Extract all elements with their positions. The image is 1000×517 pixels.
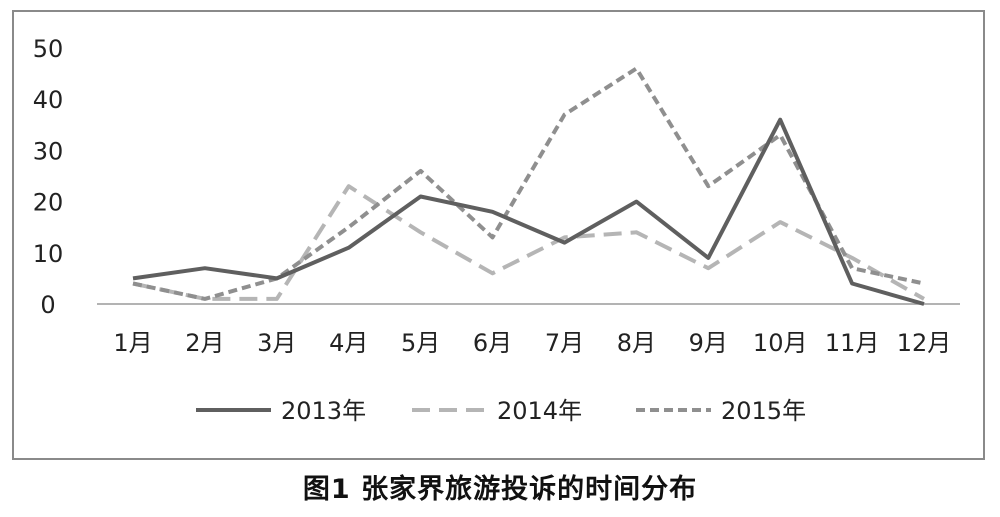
x-tick-label: 1月	[113, 329, 152, 357]
x-tick-label: 12月	[897, 329, 952, 357]
x-tick-label: 10月	[753, 329, 808, 357]
x-tick-label: 11月	[825, 329, 880, 357]
series-line-2014年	[132, 184, 925, 301]
x-tick-label: 7月	[545, 329, 584, 357]
axis-layer: 0 10 20 30 40 50 1月 2月 3月 4月 5月 6月 7月 8月 9月 10月 11月 12月	[33, 35, 960, 357]
x-tick-label: 9月	[689, 329, 728, 357]
figure-caption: 图1 张家界旅游投诉的时间分布	[302, 474, 698, 505]
y-tick-label: 10	[33, 240, 64, 268]
legend-label: 2013年	[281, 397, 366, 425]
legend-label: 2014年	[497, 397, 582, 425]
y-tick-label: 40	[33, 86, 64, 114]
x-tick-label: 5月	[401, 329, 440, 357]
series-line-2013年	[132, 117, 925, 306]
x-tick-label: 3月	[257, 329, 296, 357]
legend: 2013年 2014年 2015年	[196, 397, 806, 425]
chart-frame: 0 10 20 30 40 50 1月 2月 3月 4月 5月 6月 7月 8月 9月 10月 11月 12月 2…	[12, 10, 985, 460]
series-layer	[132, 66, 925, 306]
y-tick-label: 50	[33, 35, 64, 63]
legend-label: 2015年	[721, 397, 806, 425]
y-tick-label: 0	[40, 291, 55, 319]
x-tick-label: 2月	[185, 329, 224, 357]
x-tick-label: 6月	[473, 329, 512, 357]
line-chart: 0 10 20 30 40 50 1月 2月 3月 4月 5月 6月 7月 8月 9月 10月 11月 12月 2…	[33, 35, 960, 425]
x-tick-label: 4月	[329, 329, 368, 357]
y-tick-label: 20	[33, 189, 64, 217]
series-line-2015年	[132, 66, 925, 301]
x-tick-label: 8月	[617, 329, 656, 357]
y-tick-label: 30	[33, 137, 64, 165]
